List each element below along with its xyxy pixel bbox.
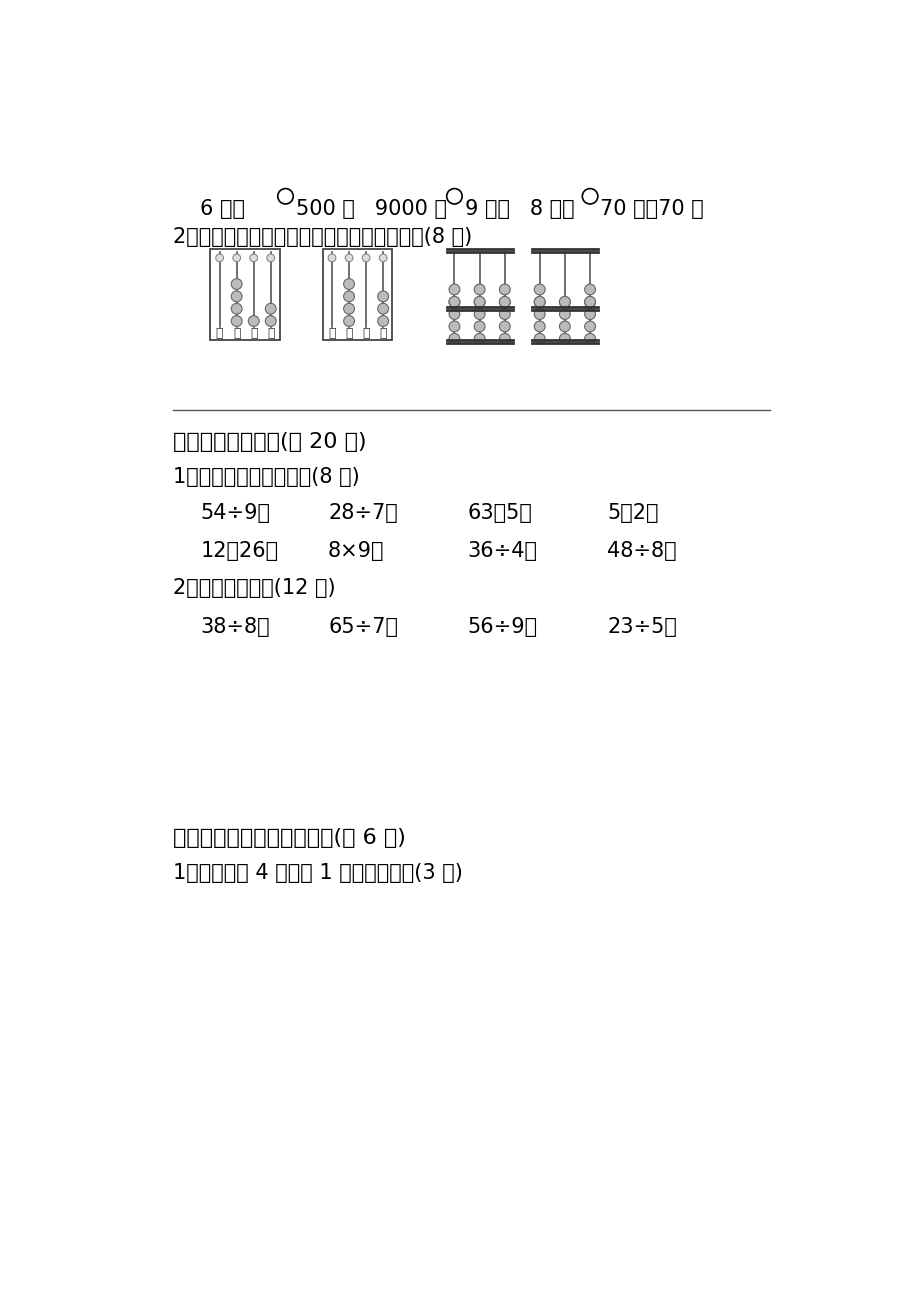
Circle shape: [378, 290, 388, 302]
Circle shape: [584, 322, 595, 332]
Circle shape: [534, 297, 545, 307]
Circle shape: [344, 303, 354, 314]
Circle shape: [448, 297, 460, 307]
Circle shape: [231, 290, 242, 302]
Circle shape: [584, 284, 595, 294]
Circle shape: [231, 315, 242, 327]
Text: 8×9＝: 8×9＝: [328, 542, 384, 561]
Text: 12＋26＝: 12＋26＝: [200, 542, 278, 561]
Circle shape: [345, 254, 353, 262]
Circle shape: [328, 254, 335, 262]
Circle shape: [473, 333, 484, 344]
Text: 千: 千: [328, 327, 335, 340]
Text: 70 克＋70 克: 70 克＋70 克: [599, 199, 703, 219]
Circle shape: [559, 297, 570, 307]
Circle shape: [584, 297, 595, 307]
Circle shape: [379, 254, 387, 262]
Text: 36÷4＝: 36÷4＝: [467, 542, 537, 561]
Text: 500 克   9000 克: 500 克 9000 克: [295, 199, 446, 219]
Circle shape: [378, 315, 388, 327]
Circle shape: [499, 297, 510, 307]
Text: 2．用竖式计算。(12 分): 2．用竖式计算。(12 分): [173, 578, 335, 598]
Circle shape: [559, 297, 570, 307]
Circle shape: [473, 297, 484, 307]
Circle shape: [534, 333, 545, 344]
Circle shape: [448, 284, 460, 294]
Circle shape: [231, 303, 242, 314]
Text: 9 千克   8 千克: 9 千克 8 千克: [464, 199, 573, 219]
Text: 1．画一条比 4 厘米短 1 厘米的线段。(3 分): 1．画一条比 4 厘米短 1 厘米的线段。(3 分): [173, 863, 462, 883]
Circle shape: [233, 254, 240, 262]
Text: 23÷5＝: 23÷5＝: [607, 617, 676, 637]
Circle shape: [534, 284, 545, 294]
Circle shape: [362, 254, 369, 262]
Circle shape: [473, 297, 484, 307]
Circle shape: [499, 322, 510, 332]
Text: 63＋5＝: 63＋5＝: [467, 503, 532, 522]
Circle shape: [344, 290, 354, 302]
Text: 38÷8＝: 38÷8＝: [200, 617, 269, 637]
Circle shape: [584, 297, 595, 307]
Circle shape: [448, 333, 460, 344]
Circle shape: [559, 322, 570, 332]
Circle shape: [216, 254, 223, 262]
Circle shape: [265, 315, 276, 327]
Circle shape: [499, 309, 510, 319]
Circle shape: [559, 333, 570, 344]
Circle shape: [267, 254, 275, 262]
Text: 54÷9＝: 54÷9＝: [200, 503, 270, 522]
Circle shape: [499, 284, 510, 294]
Circle shape: [448, 297, 460, 307]
Circle shape: [584, 309, 595, 319]
Text: 65÷7＝: 65÷7＝: [328, 617, 398, 637]
Circle shape: [248, 315, 259, 327]
Text: 56÷9＝: 56÷9＝: [467, 617, 538, 637]
Text: 2．看图写数，并按从大到小的顺序排一排。(8 分): 2．看图写数，并按从大到小的顺序排一排。(8 分): [173, 227, 471, 247]
Text: 千: 千: [216, 327, 223, 340]
Text: 6 千克: 6 千克: [200, 199, 245, 219]
Text: 1．看谁算得又对又快。(8 分): 1．看谁算得又对又快。(8 分): [173, 466, 359, 487]
Circle shape: [534, 297, 545, 307]
Text: 个: 个: [379, 327, 387, 340]
Text: 十: 十: [250, 327, 257, 340]
Circle shape: [378, 303, 388, 314]
Circle shape: [499, 297, 510, 307]
Circle shape: [473, 284, 484, 294]
Text: 六、慧心操作，开发大脑。(共 6 分): 六、慧心操作，开发大脑。(共 6 分): [173, 828, 405, 849]
Text: 28÷7＝: 28÷7＝: [328, 503, 397, 522]
Circle shape: [534, 322, 545, 332]
Circle shape: [265, 303, 276, 314]
Circle shape: [473, 309, 484, 319]
Circle shape: [448, 322, 460, 332]
Bar: [323, 249, 392, 340]
Circle shape: [499, 333, 510, 344]
Circle shape: [559, 309, 570, 319]
Bar: [210, 249, 279, 340]
Circle shape: [448, 309, 460, 319]
Text: 十: 十: [362, 327, 369, 340]
Text: 百: 百: [233, 327, 240, 340]
Text: 百: 百: [345, 327, 352, 340]
Circle shape: [534, 309, 545, 319]
Text: 个: 个: [267, 327, 274, 340]
Circle shape: [473, 322, 484, 332]
Circle shape: [344, 279, 354, 289]
Circle shape: [231, 279, 242, 289]
Circle shape: [250, 254, 257, 262]
Circle shape: [584, 333, 595, 344]
Text: 5＋2＝: 5＋2＝: [607, 503, 658, 522]
Text: 五、专心算一算。(共 20 分): 五、专心算一算。(共 20 分): [173, 432, 367, 452]
Text: 48÷8＝: 48÷8＝: [607, 542, 676, 561]
Circle shape: [344, 315, 354, 327]
